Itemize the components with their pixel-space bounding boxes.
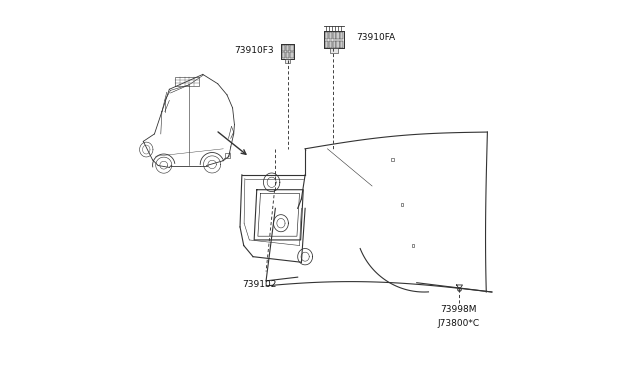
Bar: [333, 32, 336, 39]
Bar: [286, 45, 289, 51]
Bar: [282, 44, 294, 59]
Bar: [282, 45, 285, 51]
Bar: [337, 41, 340, 48]
Bar: [340, 41, 344, 48]
Bar: [325, 32, 328, 39]
Bar: [330, 48, 338, 53]
Bar: [282, 52, 285, 58]
Bar: [325, 41, 328, 48]
Bar: [286, 52, 289, 58]
Bar: [290, 52, 294, 58]
Bar: [324, 31, 344, 48]
Bar: [340, 32, 344, 39]
Text: 73910FA: 73910FA: [356, 33, 396, 42]
Text: 73910F3: 73910F3: [234, 46, 273, 55]
Text: 739102: 739102: [243, 280, 277, 289]
Text: J73800*C: J73800*C: [437, 319, 479, 328]
Bar: [290, 45, 294, 51]
Bar: [225, 153, 230, 158]
Bar: [329, 41, 332, 48]
Text: 73998M: 73998M: [440, 305, 477, 314]
Bar: [401, 203, 403, 206]
Bar: [329, 32, 332, 39]
Bar: [324, 31, 344, 48]
Bar: [285, 59, 290, 63]
Bar: [337, 32, 340, 39]
Bar: [282, 44, 294, 59]
Bar: [391, 158, 394, 161]
Bar: [412, 244, 414, 247]
Bar: [333, 41, 336, 48]
